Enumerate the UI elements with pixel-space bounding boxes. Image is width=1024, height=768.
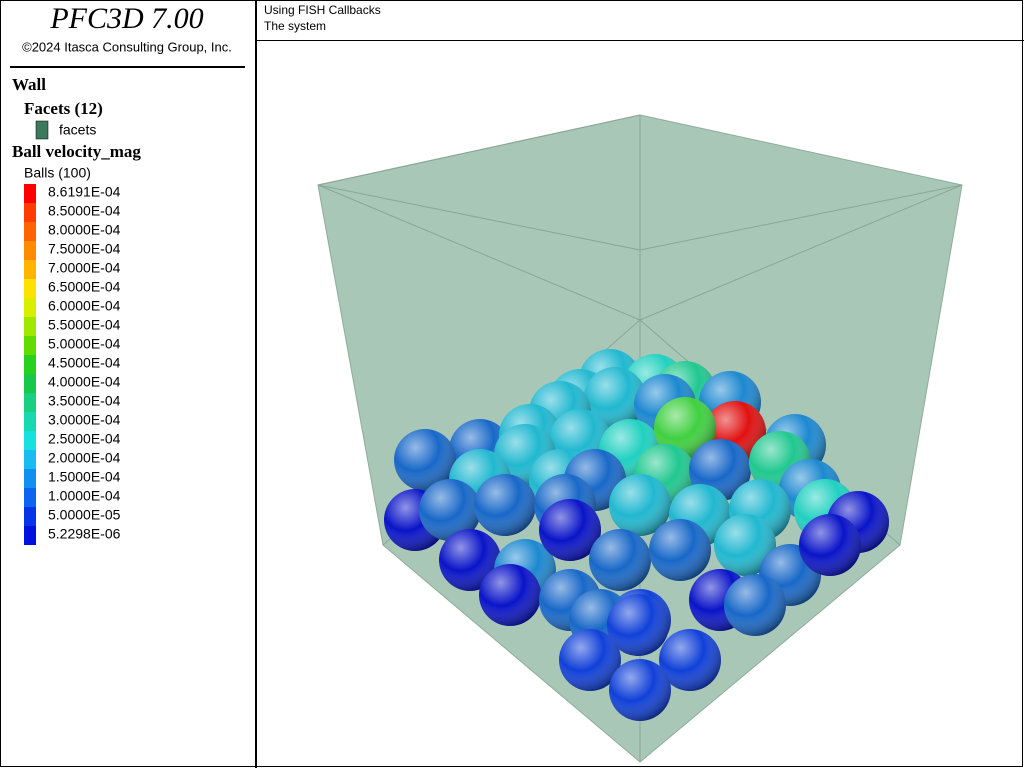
ball-shade xyxy=(474,474,536,536)
copyright: ©2024 Itasca Consulting Group, Inc. xyxy=(22,39,232,54)
scale-label: 3.5000E-04 xyxy=(48,393,121,409)
wall-edge xyxy=(317,184,641,251)
scale-label: 7.5000E-04 xyxy=(48,241,121,257)
scale-label: 8.0000E-04 xyxy=(48,222,121,238)
scale-swatch xyxy=(24,241,36,260)
ball-shade xyxy=(584,367,646,429)
wall-edge xyxy=(639,184,963,251)
scale-swatch xyxy=(24,393,36,412)
scale-swatch xyxy=(24,317,36,336)
scale-swatch xyxy=(24,450,36,469)
legend-label: Balls (100) xyxy=(24,165,91,181)
scale-swatch xyxy=(24,488,36,507)
ball-shade xyxy=(714,514,776,576)
ball-shade xyxy=(439,529,501,591)
view-subtitle: The system xyxy=(264,19,326,33)
app-title: PFC3D 7.00 xyxy=(49,2,203,35)
scale-label: 5.5000E-04 xyxy=(48,317,121,333)
scale-swatch xyxy=(24,469,36,488)
ball-shade xyxy=(659,629,721,691)
ball-shade xyxy=(589,529,651,591)
scale-swatch xyxy=(24,431,36,450)
scale-label: 7.0000E-04 xyxy=(48,260,121,276)
ball-shade xyxy=(394,429,456,491)
legend-swatch xyxy=(35,120,49,140)
scale-label: 4.5000E-04 xyxy=(48,355,121,371)
ball-shade xyxy=(539,499,601,561)
wall-edge xyxy=(317,114,641,186)
ball-shade xyxy=(609,659,671,721)
scale-swatch xyxy=(24,279,36,298)
scale-label: 5.0000E-04 xyxy=(48,336,121,352)
scale-swatch xyxy=(24,507,36,526)
scale-label: 8.5000E-04 xyxy=(48,203,121,219)
scale-swatch xyxy=(24,374,36,393)
scale-swatch xyxy=(24,336,36,355)
scale-label: 8.6191E-04 xyxy=(48,184,121,200)
scale-swatch xyxy=(24,526,36,545)
ball-shade xyxy=(799,514,861,576)
scale-label: 4.0000E-04 xyxy=(48,374,121,390)
scale-label: 2.0000E-04 xyxy=(48,450,121,466)
scale-swatch xyxy=(24,298,36,317)
ball-shade xyxy=(609,474,671,536)
scale-swatch xyxy=(24,412,36,431)
scale-swatch xyxy=(24,355,36,374)
ball-shade xyxy=(649,519,711,581)
scale-swatch xyxy=(24,184,36,203)
scale-label: 5.0000E-05 xyxy=(48,507,121,523)
ball-shade xyxy=(479,564,541,626)
view-title: Using FISH Callbacks xyxy=(264,3,381,17)
legend-label: facets xyxy=(59,122,96,138)
ball-shade xyxy=(654,397,716,459)
scale-label: 3.0000E-04 xyxy=(48,412,121,428)
ball-shade xyxy=(607,594,669,656)
scale-label: 6.5000E-04 xyxy=(48,279,121,295)
scale-label: 1.0000E-04 xyxy=(48,488,121,504)
ball-shade xyxy=(419,479,481,541)
balls xyxy=(384,349,889,721)
wall-edge xyxy=(317,184,641,321)
scale-swatch xyxy=(24,260,36,279)
color-scale: 8.6191E-04 8.5000E-04 8.0000E-04 7.5000E-04… xyxy=(24,184,121,545)
legend-heading: Facets (12) xyxy=(24,99,103,118)
scale-label: 5.2298E-06 xyxy=(48,526,121,542)
scale-label: 2.5000E-04 xyxy=(48,431,121,447)
ball-shade xyxy=(559,629,621,691)
scale-swatch xyxy=(24,222,36,241)
ball-shade xyxy=(724,574,786,636)
legend-heading: Wall xyxy=(12,75,46,94)
legend-heading: Ball velocity_mag xyxy=(12,142,141,161)
scale-swatch xyxy=(24,203,36,222)
scale-label: 6.0000E-04 xyxy=(48,298,121,314)
wall-edge xyxy=(639,184,963,321)
scale-label: 1.5000E-04 xyxy=(48,469,121,485)
